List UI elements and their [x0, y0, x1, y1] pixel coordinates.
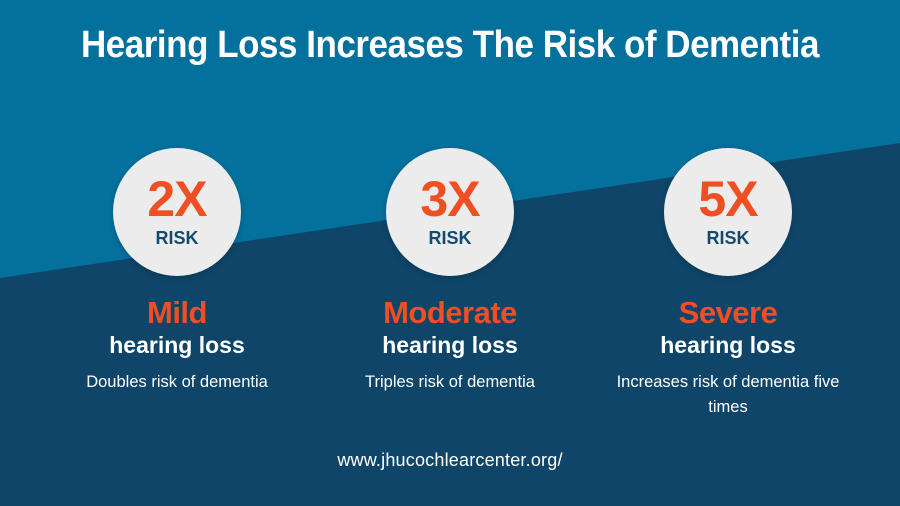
risk-column-moderate: 3X RISK Moderate hearing loss Triples ri… — [300, 148, 600, 395]
risk-multiplier: 3X — [420, 171, 480, 227]
source-url: www.jhucochlearcenter.org/ — [337, 450, 563, 470]
risk-multiplier: 5X — [698, 171, 758, 227]
risk-description: Doubles risk of dementia — [86, 373, 268, 391]
risk-description: Increases risk of dementia five times — [616, 373, 840, 416]
severity-label: Mild — [147, 295, 208, 330]
risk-badge: 2X RISK — [113, 148, 241, 276]
risk-label: RISK — [428, 228, 472, 248]
risk-badge: 5X RISK — [664, 148, 792, 276]
risk-description: Triples risk of dementia — [365, 373, 535, 391]
subject-label: hearing loss — [660, 332, 796, 358]
subject-label: hearing loss — [109, 332, 245, 358]
risk-multiplier: 2X — [147, 171, 207, 227]
risk-column-mild: 2X RISK Mild hearing loss Doubles risk o… — [27, 148, 327, 395]
subject-label: hearing loss — [382, 332, 518, 358]
risk-column-severe: 5X RISK Severe hearing loss Increases ri… — [578, 148, 878, 420]
risk-label: RISK — [706, 228, 750, 248]
severity-label: Moderate — [383, 295, 517, 330]
severity-label: Severe — [678, 295, 778, 330]
risk-label: RISK — [155, 228, 199, 248]
risk-badge: 3X RISK — [386, 148, 514, 276]
page-title: Hearing Loss Increases The Risk of Demen… — [81, 24, 819, 66]
